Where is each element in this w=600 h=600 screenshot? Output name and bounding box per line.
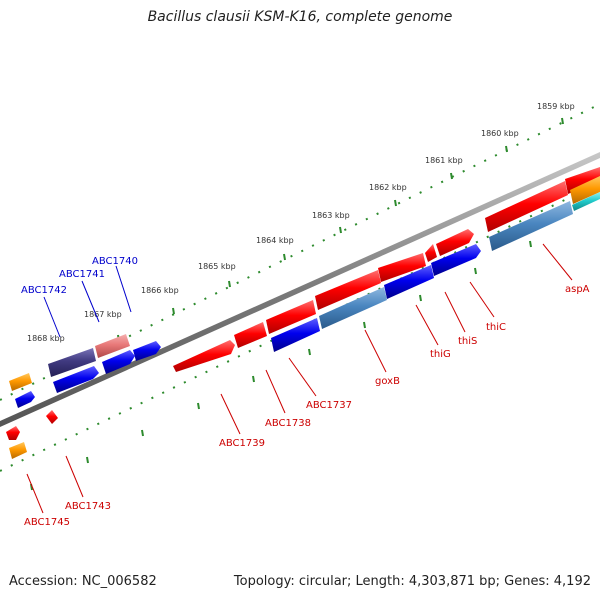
gene-label-ABC1742[interactable]: ABC1742 xyxy=(21,285,67,296)
gene-label-goxB[interactable]: goxB xyxy=(375,376,400,387)
gene-arrow[interactable] xyxy=(95,334,130,358)
gene-arrow[interactable] xyxy=(53,366,99,393)
gene-arrow[interactable] xyxy=(9,373,32,391)
gene-arrow[interactable] xyxy=(6,426,20,440)
gene-label-aspA[interactable]: aspA xyxy=(565,284,590,295)
genome-stats-label: Topology: circular; Length: 4,303,871 bp… xyxy=(233,574,591,589)
ruler-label-1861: 1861 kbp xyxy=(425,156,463,165)
label-leader-lines xyxy=(26,243,573,514)
ruler-label-1867: 1867 kbp xyxy=(84,310,122,319)
gene-arrow[interactable] xyxy=(485,181,568,232)
gene-arrow[interactable] xyxy=(570,176,600,204)
gene-label-thiG[interactable]: thiG xyxy=(430,349,451,360)
gene-arrow[interactable] xyxy=(9,442,27,459)
gene-arrow[interactable] xyxy=(319,287,387,329)
gene-label-ABC1737[interactable]: ABC1737 xyxy=(306,400,352,411)
gene-arrow[interactable] xyxy=(378,253,426,282)
gene-label-thiC[interactable]: thiC xyxy=(486,322,506,333)
gene-arrow[interactable] xyxy=(266,300,316,334)
gene-label-ABC1738[interactable]: ABC1738 xyxy=(265,418,311,429)
gene-arrow[interactable] xyxy=(173,340,235,372)
ruler-label-1865: 1865 kbp xyxy=(198,262,236,271)
major-ticks xyxy=(30,117,564,491)
gene-arrow[interactable] xyxy=(133,341,161,361)
gene-arrow[interactable] xyxy=(271,318,320,352)
gene-arrow[interactable] xyxy=(565,167,600,194)
gene-arrow[interactable] xyxy=(384,265,434,299)
ruler-label-1864: 1864 kbp xyxy=(256,236,294,245)
gene-label-ABC1745[interactable]: ABC1745 xyxy=(24,517,70,528)
gene-label-ABC1741[interactable]: ABC1741 xyxy=(59,269,105,280)
gene-arrow[interactable] xyxy=(572,192,600,211)
gene-arrow[interactable] xyxy=(102,350,135,374)
gene-label-thiS[interactable]: thiS xyxy=(458,336,477,347)
ruler-label-1862: 1862 kbp xyxy=(369,183,407,192)
genome-title: Bacillus clausii KSM-K16, complete genom… xyxy=(147,9,453,25)
gene-arrow[interactable] xyxy=(436,229,474,256)
gene-arrow[interactable] xyxy=(489,201,573,251)
gene-label-ABC1743[interactable]: ABC1743 xyxy=(65,501,111,512)
gene-arrow[interactable] xyxy=(425,244,437,262)
gene-arrow[interactable] xyxy=(431,244,481,276)
accession-label: Accession: NC_006582 xyxy=(9,574,157,589)
gene-arrow[interactable] xyxy=(48,348,96,377)
genome-backbone xyxy=(0,152,600,427)
ruler-label-1863: 1863 kbp xyxy=(312,211,350,220)
gene-arrow[interactable] xyxy=(15,391,35,408)
gene-label-ABC1739[interactable]: ABC1739 xyxy=(219,438,265,449)
gene-arrow[interactable] xyxy=(234,322,267,348)
gene-label-ABC1740[interactable]: ABC1740 xyxy=(92,256,138,267)
outer-strand-genes xyxy=(9,167,600,408)
ruler-label-1868: 1868 kbp xyxy=(27,334,65,343)
ruler-label-1866: 1866 kbp xyxy=(141,286,179,295)
gene-arrow[interactable] xyxy=(315,270,381,310)
gene-arrow[interactable] xyxy=(46,410,58,424)
ruler-label-1859: 1859 kbp xyxy=(537,102,575,111)
inner-strand-genes xyxy=(6,176,600,459)
ruler-label-1860: 1860 kbp xyxy=(481,129,519,138)
